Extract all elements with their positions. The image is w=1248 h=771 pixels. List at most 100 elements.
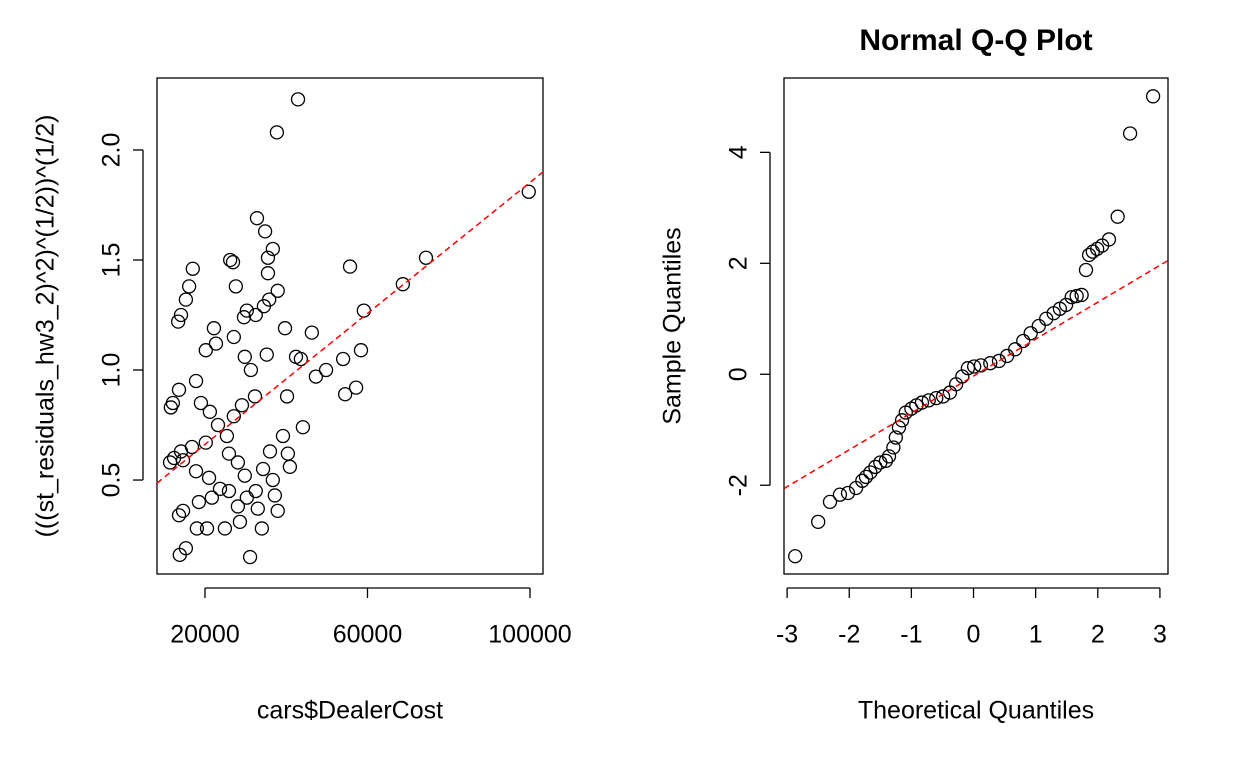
point	[914, 395, 930, 410]
point	[863, 465, 878, 480]
point	[172, 547, 187, 563]
point	[243, 362, 259, 378]
point	[290, 92, 306, 107]
point	[260, 250, 276, 265]
y-tick-label: 4	[725, 145, 753, 159]
point	[166, 450, 182, 466]
point	[418, 250, 434, 265]
point	[395, 277, 410, 292]
point	[175, 503, 191, 518]
point	[929, 390, 944, 406]
point	[935, 389, 951, 404]
point	[855, 473, 870, 488]
point	[337, 387, 353, 402]
point	[269, 125, 285, 140]
y-tick-label: 2	[725, 256, 753, 270]
point	[868, 459, 883, 475]
point	[239, 303, 254, 318]
point	[188, 464, 204, 479]
y-tick-label: 2.0	[98, 133, 126, 168]
point	[1023, 326, 1038, 341]
point	[230, 499, 246, 514]
y-axis-label: (((st_residuals_hw3_2)^2)^(1/2))^(1/2)	[32, 115, 60, 538]
point	[1064, 289, 1079, 305]
y-tick-label: 1.0	[98, 353, 126, 388]
point	[1085, 244, 1100, 259]
point	[811, 514, 826, 529]
point	[221, 446, 237, 461]
point	[171, 382, 187, 397]
point	[1074, 287, 1089, 303]
point	[308, 369, 324, 384]
point	[858, 469, 874, 485]
point	[204, 490, 220, 505]
point	[248, 307, 263, 323]
y-tick-label: -2	[725, 474, 753, 496]
point	[234, 398, 250, 413]
point	[1122, 126, 1138, 141]
point	[228, 279, 244, 294]
point	[966, 359, 982, 374]
point	[279, 389, 295, 404]
point	[232, 514, 248, 529]
point	[173, 307, 189, 323]
x-tick-label: 0	[967, 621, 981, 649]
point	[259, 347, 274, 362]
x-tick-label: 60000	[333, 621, 403, 649]
point	[1101, 232, 1117, 247]
plot-box	[783, 77, 1169, 575]
point	[198, 343, 213, 358]
point	[277, 321, 293, 336]
point	[250, 501, 265, 516]
point	[840, 485, 856, 501]
point	[212, 481, 228, 496]
point	[1110, 209, 1125, 224]
x-axis-label: cars$DealerCost	[257, 697, 443, 725]
point	[188, 373, 204, 389]
point	[1016, 333, 1031, 349]
point	[878, 453, 894, 468]
point	[239, 490, 254, 505]
point	[1069, 288, 1084, 304]
point	[353, 343, 369, 358]
point	[881, 449, 897, 464]
point	[270, 503, 285, 518]
point	[1058, 297, 1074, 313]
point	[262, 444, 278, 459]
point	[185, 261, 200, 276]
point	[832, 487, 848, 502]
x-tick-label: 100000	[488, 621, 571, 649]
point	[267, 488, 283, 503]
point	[236, 310, 252, 325]
point	[256, 299, 272, 314]
point	[822, 494, 838, 510]
point	[219, 428, 235, 444]
point	[249, 211, 265, 226]
point	[521, 184, 536, 199]
point	[295, 420, 311, 435]
point	[1031, 318, 1046, 334]
plot-box	[156, 77, 544, 575]
point	[275, 428, 291, 444]
y-axis-label: Sample Quantiles	[659, 227, 687, 424]
point	[280, 446, 296, 461]
point	[356, 303, 371, 318]
point	[921, 393, 936, 408]
point	[201, 470, 217, 485]
point	[991, 353, 1007, 369]
point	[335, 351, 351, 367]
point	[221, 483, 237, 499]
point	[223, 252, 238, 268]
point	[178, 292, 194, 307]
point	[257, 224, 273, 239]
point	[210, 417, 226, 433]
point	[265, 472, 280, 488]
point	[888, 430, 903, 445]
point	[282, 459, 298, 474]
x-tick-label: 2	[1091, 621, 1105, 649]
point	[202, 404, 218, 419]
point	[237, 468, 252, 483]
point	[342, 259, 358, 274]
point	[206, 321, 222, 336]
